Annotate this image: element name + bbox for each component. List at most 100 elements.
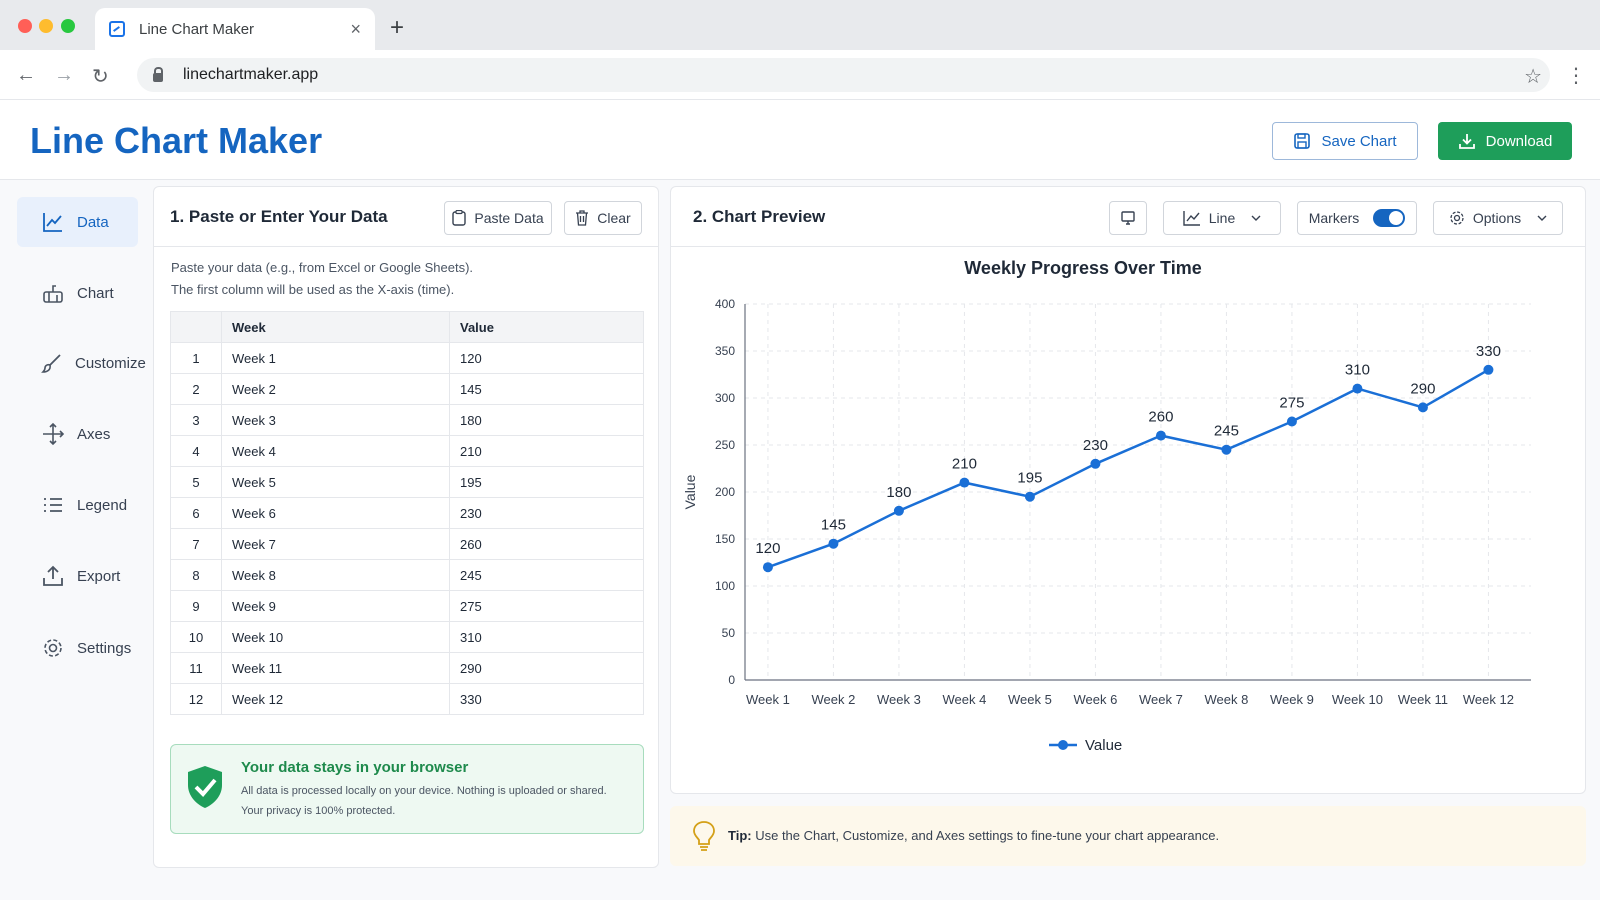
- week-cell[interactable]: Week 7: [221, 528, 450, 560]
- sidebar-item-legend[interactable]: Legend: [17, 480, 138, 530]
- reload-icon[interactable]: ↻: [92, 66, 109, 88]
- value-cell[interactable]: 275: [449, 590, 644, 622]
- markers-toggle[interactable]: [1373, 209, 1406, 227]
- data-point: [1417, 402, 1428, 413]
- table-row[interactable]: 5 Week 5 195: [170, 466, 644, 498]
- markers-toggle-control[interactable]: Markers: [1297, 201, 1417, 235]
- lock-icon: [153, 66, 163, 82]
- forward-icon[interactable]: →: [54, 64, 74, 86]
- value-cell[interactable]: 260: [449, 528, 644, 560]
- chevron-down-icon: [1537, 215, 1547, 221]
- column-header-index: [170, 311, 222, 343]
- y-tick-label: 250: [715, 438, 735, 452]
- sidebar-item-settings[interactable]: Settings: [17, 623, 138, 673]
- chart-panel-header: 2. Chart Preview Line Markers Options: [671, 187, 1585, 247]
- table-row[interactable]: 4 Week 4 210: [170, 435, 644, 467]
- instructions-line-2: The first column will be used as the X-a…: [171, 282, 455, 297]
- sidebar: Data Chart Customize Axes Legend Export …: [0, 181, 152, 900]
- data-label: 275: [1279, 395, 1304, 412]
- data-label: 260: [1148, 409, 1173, 426]
- table-row[interactable]: 8 Week 8 245: [170, 559, 644, 591]
- value-cell[interactable]: 330: [460, 691, 482, 707]
- browser-tab[interactable]: Line Chart Maker ×: [95, 8, 375, 50]
- y-axis-label: Value: [682, 474, 698, 509]
- table-body: 1 Week 1 120 2 Week 2 145 3 Week 3 180 4 Week 4 210…: [170, 342, 644, 715]
- chart-type-select[interactable]: Line: [1163, 201, 1281, 235]
- week-cell[interactable]: Week 6: [221, 497, 450, 529]
- maximize-window-button[interactable]: [61, 19, 75, 33]
- sidebar-item-label: Customize: [75, 354, 146, 372]
- save-chart-button[interactable]: Save Chart: [1272, 122, 1418, 160]
- sidebar-item-axes[interactable]: Axes: [17, 409, 138, 459]
- options-button[interactable]: Options: [1433, 201, 1563, 235]
- preview-device-button[interactable]: [1109, 201, 1147, 235]
- value-cell[interactable]: 245: [449, 559, 644, 591]
- table-row[interactable]: 11 Week 11 290: [170, 652, 644, 684]
- week-cell[interactable]: Week 2: [221, 373, 450, 405]
- app-title: Line Chart Maker: [30, 120, 323, 161]
- data-label: 120: [755, 540, 780, 557]
- week-cell[interactable]: Week 10: [221, 621, 450, 653]
- data-label: 230: [1083, 437, 1108, 454]
- x-tick-label: Week 5: [1008, 692, 1052, 707]
- table-row[interactable]: 2 Week 2 145: [170, 373, 644, 405]
- bookmark-star-icon[interactable]: ☆: [1524, 66, 1542, 88]
- table-row[interactable]: 1 Week 1 120: [170, 342, 644, 374]
- back-icon[interactable]: ←: [16, 64, 36, 86]
- privacy-text-line-2: Your privacy is 100% protected.: [241, 805, 396, 817]
- value-cell[interactable]: 145: [449, 373, 644, 405]
- close-window-button[interactable]: [18, 19, 32, 33]
- week-cell[interactable]: Week 12: [221, 683, 450, 715]
- value-cell[interactable]: 230: [449, 497, 644, 529]
- sidebar-item-customize[interactable]: Customize: [17, 338, 146, 388]
- chart-icon: [41, 281, 65, 305]
- sidebar-item-export[interactable]: Export: [17, 551, 138, 601]
- privacy-text: All data is processed locally on your de…: [241, 781, 631, 821]
- save-chart-label: Save Chart: [1321, 132, 1397, 150]
- row-index-cell: 3: [170, 404, 222, 436]
- paste-data-button[interactable]: Paste Data: [444, 201, 552, 235]
- column-header-week[interactable]: Week: [221, 311, 450, 343]
- download-button[interactable]: Download: [1438, 122, 1572, 160]
- new-tab-button[interactable]: +: [390, 14, 405, 41]
- sidebar-item-chart[interactable]: Chart: [17, 268, 138, 318]
- week-cell[interactable]: Week 9: [221, 590, 450, 622]
- table-row[interactable]: 7 Week 7 260: [170, 528, 644, 560]
- chart-panel: 2. Chart Preview Line Markers Options We…: [670, 186, 1586, 794]
- clear-button[interactable]: Clear: [564, 201, 642, 235]
- value-cell[interactable]: 290: [449, 652, 644, 684]
- week-cell[interactable]: Week 1: [221, 342, 450, 374]
- y-tick-label: 50: [722, 626, 736, 640]
- tip-text: Tip: Use the Chart, Customize, and Axes …: [728, 828, 1219, 843]
- data-table: Week Value 1 Week 1 120 2 Week 2 145 3 Week 3 18…: [170, 311, 644, 715]
- week-cell[interactable]: Week 8: [221, 559, 450, 591]
- export-icon: [41, 564, 65, 588]
- week-cell[interactable]: Week 11: [221, 652, 450, 684]
- value-cell[interactable]: 180: [449, 404, 644, 436]
- value-cell[interactable]: 310: [449, 621, 644, 653]
- data-label: 330: [1476, 343, 1501, 360]
- address-bar[interactable]: linechartmaker.app: [137, 58, 1550, 92]
- tab-close-icon[interactable]: ×: [350, 18, 361, 39]
- sidebar-item-label: Legend: [77, 496, 128, 514]
- browser-toolbar: ← → ↻ linechartmaker.app ☆ ⋮: [0, 50, 1600, 100]
- minimize-window-button[interactable]: [39, 19, 53, 33]
- value-cell[interactable]: 210: [449, 435, 644, 467]
- table-row[interactable]: 12 Week 12 330: [170, 683, 644, 715]
- week-cell[interactable]: Week 4: [221, 435, 450, 467]
- table-row[interactable]: 3 Week 3 180: [170, 404, 644, 436]
- column-header-value[interactable]: Value: [449, 311, 644, 343]
- table-row[interactable]: 9 Week 9 275: [170, 590, 644, 622]
- week-cell[interactable]: Week 3: [221, 404, 450, 436]
- y-tick-label: 200: [715, 485, 735, 499]
- value-cell[interactable]: 195: [449, 466, 644, 498]
- browser-menu-icon[interactable]: ⋮: [1566, 65, 1586, 87]
- sidebar-item-data[interactable]: Data: [17, 197, 138, 247]
- x-tick-label: Week 11: [1398, 692, 1448, 707]
- table-row[interactable]: 6 Week 6 230: [170, 497, 644, 529]
- value-cell[interactable]: 120: [449, 342, 644, 374]
- x-tick-label: Week 12: [1463, 692, 1514, 707]
- table-row[interactable]: 10 Week 10 310: [170, 621, 644, 653]
- week-cell[interactable]: Week 5: [221, 466, 450, 498]
- sidebar-item-label: Chart: [77, 284, 114, 302]
